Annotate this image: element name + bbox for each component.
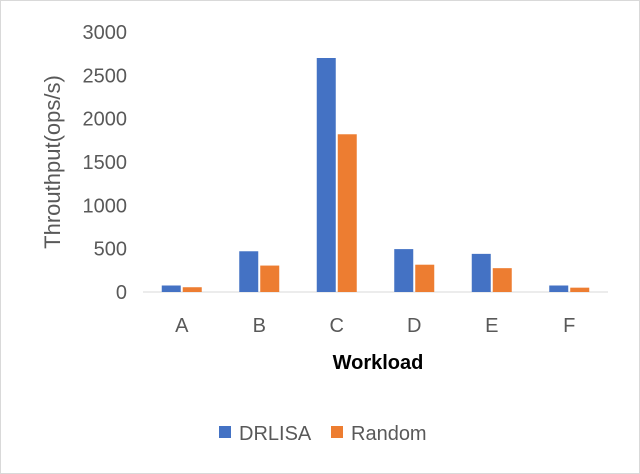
bar-random-b <box>260 265 280 292</box>
x-axis-label: Workload <box>333 352 424 374</box>
x-tick-label: D <box>407 315 421 337</box>
bar-drlisa-b <box>239 251 259 292</box>
y-tick-label: 1000 <box>83 195 128 217</box>
y-axis-label: Throuthput(ops/s) <box>40 75 65 249</box>
bar-random-d <box>415 264 435 292</box>
y-tick-label: 1500 <box>83 152 128 174</box>
x-tick-label: E <box>485 315 498 337</box>
bar-random-c <box>337 134 357 292</box>
bar-drlisa-e <box>471 253 491 292</box>
x-tick-label: C <box>330 315 344 337</box>
bar-random-a <box>182 287 202 292</box>
legend-label-drlisa: DRLISA <box>239 423 312 445</box>
y-tick-label: 500 <box>94 239 127 261</box>
bar-drlisa-a <box>161 285 181 292</box>
x-tick-label: F <box>563 315 575 337</box>
bars <box>161 58 590 292</box>
bar-drlisa-d <box>394 249 414 292</box>
legend: DRLISA Random <box>219 423 427 445</box>
x-tick-label: B <box>253 315 266 337</box>
x-tick-label: A <box>175 315 189 337</box>
bar-random-f <box>570 287 590 292</box>
bar-random-e <box>492 268 512 292</box>
bar-drlisa-f <box>549 285 569 292</box>
legend-swatch-drlisa <box>219 426 231 438</box>
y-tick-label: 3000 <box>83 22 128 44</box>
y-tick-label: 2000 <box>83 109 128 131</box>
x-axis-ticks: A B C D E F <box>175 315 575 337</box>
y-tick-label: 0 <box>116 282 127 304</box>
bar-drlisa-c <box>316 58 336 292</box>
legend-swatch-random <box>331 426 343 438</box>
y-tick-label: 2500 <box>83 65 128 87</box>
legend-label-random: Random <box>351 423 427 445</box>
y-axis-ticks: 0 500 1000 1500 2000 2500 3000 <box>83 22 128 304</box>
